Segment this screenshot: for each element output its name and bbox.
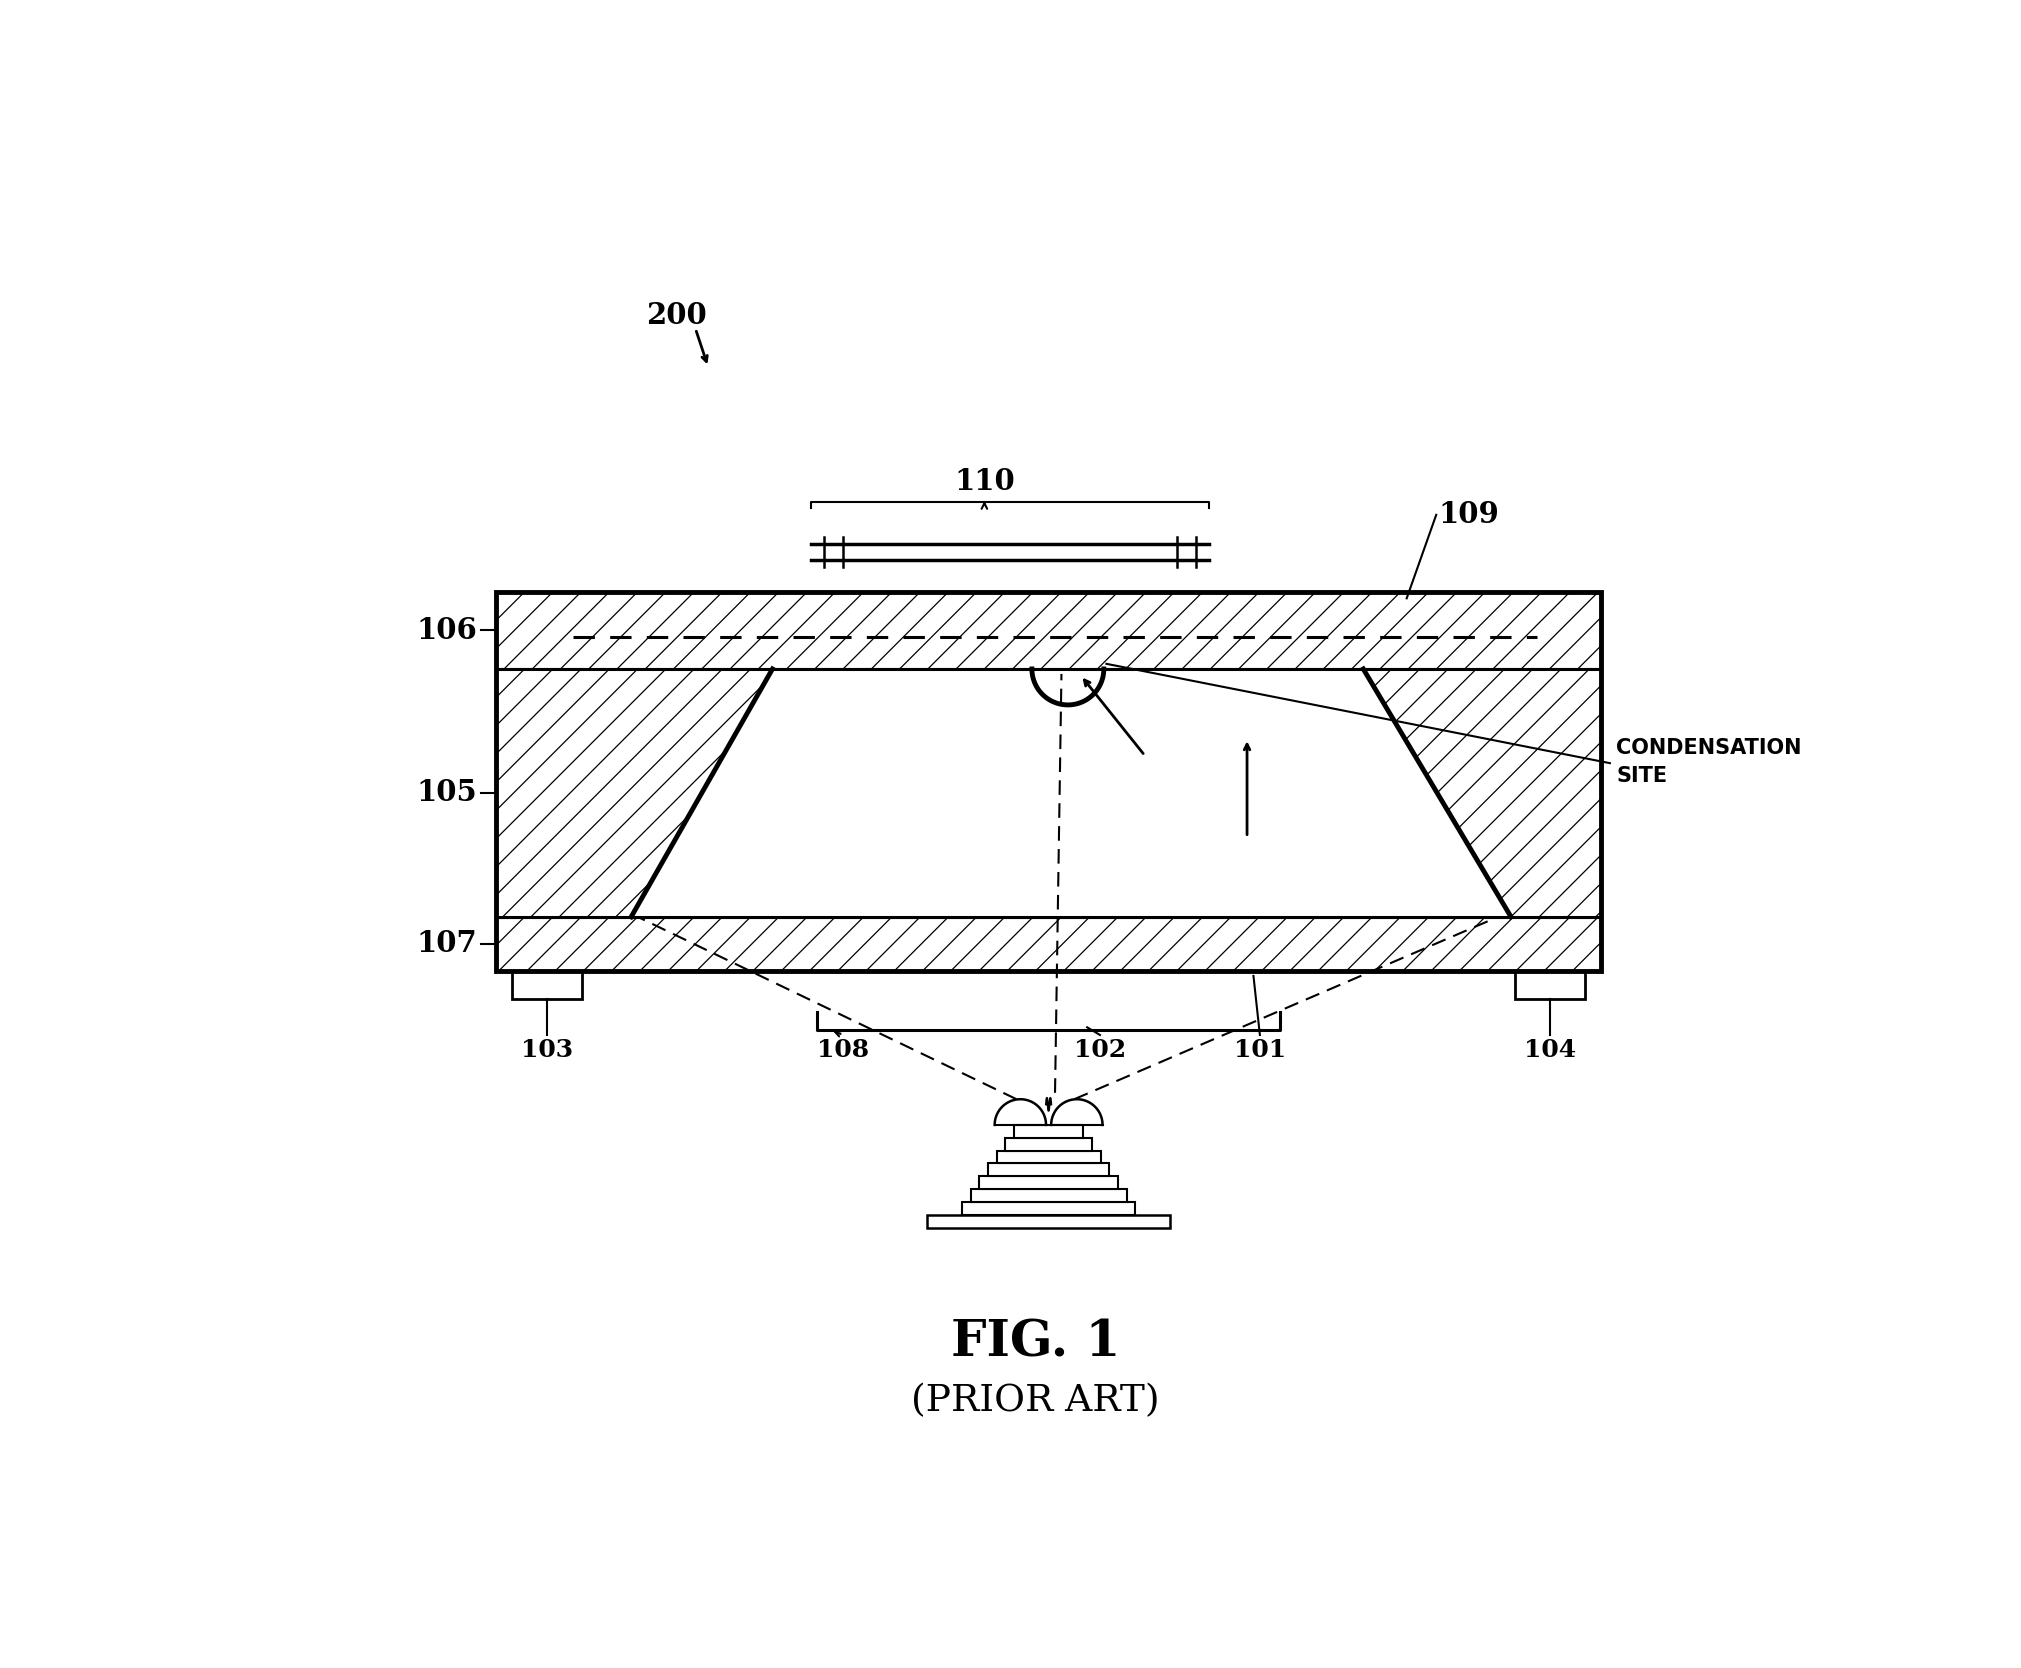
Text: 200: 200 [647,302,707,330]
Text: FIG. 1: FIG. 1 [952,1319,1120,1368]
Bar [980,1176,1118,1189]
Text: 106: 106 [416,615,477,646]
Bar [970,1189,1126,1203]
Bar [497,592,1601,971]
Text: (PRIOR ART): (PRIOR ART) [911,1383,1160,1419]
Text: 104: 104 [1524,1037,1576,1061]
Text: 109: 109 [1439,500,1500,529]
Polygon shape [1364,669,1601,917]
Bar [497,592,1601,669]
Bar [497,669,1601,917]
Text: 110: 110 [954,467,1015,495]
Text: 101: 101 [1235,1037,1285,1061]
Text: 107: 107 [416,929,477,959]
Text: 102: 102 [1073,1037,1126,1061]
Bar [996,1151,1101,1164]
Text: CONDENSATION: CONDENSATION [1617,737,1803,757]
Bar [1015,1124,1083,1138]
Polygon shape [497,669,772,917]
Text: SITE: SITE [1617,766,1667,786]
Bar [497,917,1601,971]
Bar [1004,1138,1091,1151]
Text: 108: 108 [816,1037,869,1061]
Bar [962,1203,1136,1214]
Bar [928,1214,1170,1228]
Text: 103: 103 [521,1037,574,1061]
Bar [988,1164,1110,1176]
Bar [511,971,582,999]
Bar [1516,971,1584,999]
Text: 105: 105 [416,779,477,807]
